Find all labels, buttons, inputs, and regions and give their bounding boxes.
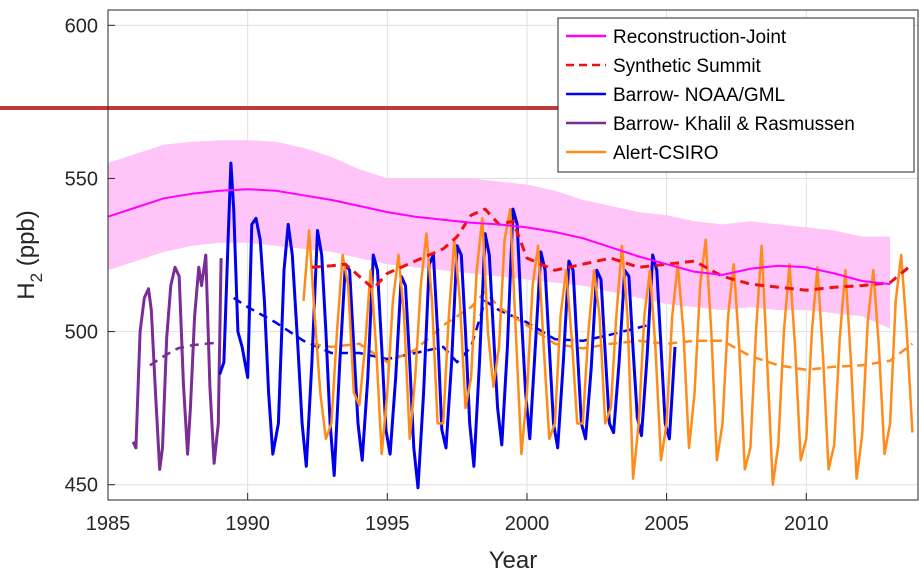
legend-box xyxy=(557,17,915,173)
series-barrow-noaa-gml-trend xyxy=(233,296,648,364)
series-synthetic-summit xyxy=(311,207,914,292)
y-tick-label-600: 600 xyxy=(65,15,98,37)
x-tick-label-2005: 2005 xyxy=(644,513,689,535)
legend-label-1: Synthetic Summit xyxy=(613,56,762,77)
series-layer xyxy=(107,161,914,490)
y-tick-label-450: 450 xyxy=(65,475,98,497)
series-barrow-khalil-rasmussen xyxy=(131,253,223,471)
x-axis-title: Year xyxy=(489,547,538,574)
x-tick-label-2000: 2000 xyxy=(505,513,550,535)
x-tick-label-2010: 2010 xyxy=(784,513,829,535)
y-axis-title-main: H xyxy=(13,282,40,299)
y-tick-label-500: 500 xyxy=(65,322,98,344)
legend-label-3: Barrow- Khalil & Rasmussen xyxy=(613,114,855,135)
x-tick-label-1995: 1995 xyxy=(365,513,410,535)
legend-label-4: Alert-CSIRO xyxy=(613,143,719,164)
y-axis-title-unit: (ppb) xyxy=(13,210,40,273)
x-tick-label-1990: 1990 xyxy=(225,513,270,535)
series-alert-csiro xyxy=(302,207,914,486)
legend-label-2: Barrow- NOAA/GML xyxy=(613,85,785,106)
uncertainty-band-layer xyxy=(108,140,891,329)
y-tick-label-550: 550 xyxy=(65,168,98,190)
x-tick-label-1985: 1985 xyxy=(86,513,131,535)
tick-layer: 1985 1990 1995 2000 2005 2010 450 500 550 600 xyxy=(65,15,829,535)
series-barrow-noaa-gml xyxy=(218,161,677,490)
reconstruction-uncertainty-band xyxy=(108,140,891,329)
plot-frame xyxy=(107,9,919,501)
legend: Reconstruction-Joint Synthetic Summit Barr… xyxy=(557,17,915,173)
legend-label-0: Reconstruction-Joint xyxy=(613,27,787,48)
series-reconstruction-joint xyxy=(107,188,891,286)
y-axis-title: H2 (ppb) xyxy=(13,210,46,300)
y-axis-title-subscript: 2 xyxy=(27,273,46,282)
